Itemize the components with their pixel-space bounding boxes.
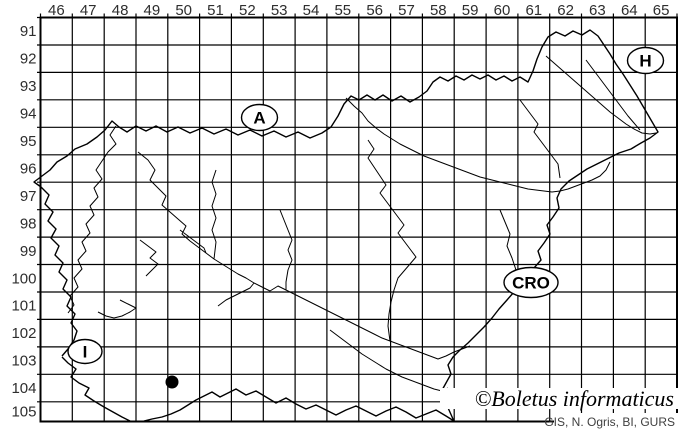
row-label-97: 97 — [20, 188, 37, 205]
col-label-49: 49 — [144, 2, 161, 19]
col-label-52: 52 — [239, 2, 256, 19]
grid-lines — [37, 13, 678, 423]
col-label-54: 54 — [303, 2, 320, 19]
col-label-65: 65 — [653, 2, 670, 19]
col-label-59: 59 — [462, 2, 479, 19]
row-label-98: 98 — [20, 215, 37, 232]
col-label-51: 51 — [207, 2, 224, 19]
row-label-102: 102 — [11, 325, 36, 342]
region-ellipse-H — [626, 46, 665, 75]
col-label-56: 56 — [366, 2, 383, 19]
row-label-96: 96 — [20, 161, 37, 178]
row-labels: 91 92 93 94 95 96 97 98 99 100 101 102 103 104 105 — [11, 23, 36, 420]
col-label-46: 46 — [48, 2, 65, 19]
row-label-104: 104 — [11, 380, 36, 397]
col-label-58: 58 — [430, 2, 447, 19]
row-label-94: 94 — [20, 106, 37, 123]
region-label-I: I — [83, 343, 88, 362]
sources-background — [554, 413, 680, 429]
col-label-61: 61 — [525, 2, 542, 19]
col-label-53: 53 — [271, 2, 288, 19]
col-label-60: 60 — [494, 2, 511, 19]
region-ellipse-I — [67, 338, 103, 365]
row-label-92: 92 — [20, 51, 37, 68]
region-label-CRO: CRO — [512, 274, 550, 293]
country-border — [33, 29, 659, 422]
row-label-103: 103 — [11, 353, 36, 370]
rivers — [67, 55, 657, 392]
region-label-H: H — [639, 52, 651, 71]
col-label-63: 63 — [589, 2, 606, 19]
col-label-64: 64 — [621, 2, 638, 19]
row-label-100: 100 — [11, 270, 36, 287]
region-ellipse-CRO — [503, 266, 559, 299]
row-label-101: 101 — [11, 298, 36, 315]
row-label-105: 105 — [11, 404, 36, 421]
row-label-99: 99 — [20, 243, 37, 260]
row-label-93: 93 — [20, 78, 37, 95]
col-label-48: 48 — [112, 2, 129, 19]
col-label-50: 50 — [175, 2, 192, 19]
column-labels: 46 47 48 49 50 51 52 53 54 55 56 57 58 59 60 61 62 63 64 65 — [48, 2, 669, 19]
coastline — [61, 356, 131, 422]
country-labels: A H CRO I — [67, 46, 665, 365]
row-label-95: 95 — [20, 133, 37, 150]
slovenia-map — [33, 29, 659, 422]
copyright-background — [440, 388, 678, 409]
row-label-91: 91 — [20, 23, 37, 40]
grid-frame — [39, 16, 678, 423]
record-dot — [165, 375, 179, 389]
col-label-62: 62 — [557, 2, 574, 19]
region-ellipse-A — [240, 103, 279, 132]
col-label-47: 47 — [80, 2, 97, 19]
col-label-57: 57 — [398, 2, 415, 19]
grid — [37, 13, 678, 423]
col-label-55: 55 — [334, 2, 351, 19]
credits: ©Boletus informaticus GIS, N. Ogris, BI,… — [440, 386, 680, 429]
copyright-text: ©Boletus informaticus — [475, 386, 674, 411]
region-label-A: A — [253, 109, 265, 128]
sources-text: GIS, N. Ogris, BI, GURS — [544, 415, 675, 429]
